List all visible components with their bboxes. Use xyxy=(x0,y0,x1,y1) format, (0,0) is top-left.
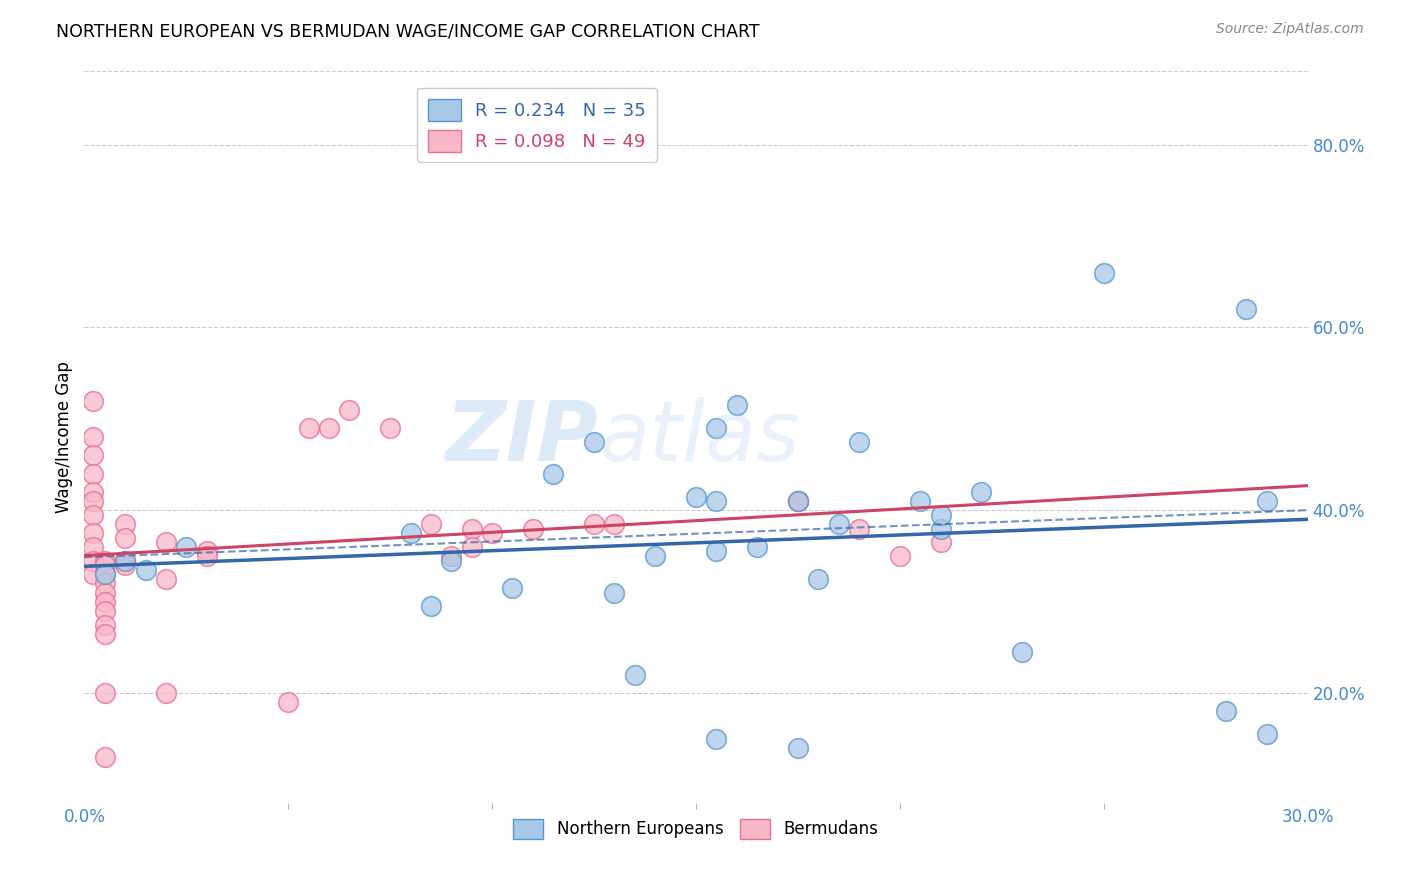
Point xyxy=(440,553,463,567)
Point xyxy=(82,494,104,508)
Point xyxy=(848,521,870,535)
Point xyxy=(93,594,115,608)
Point xyxy=(929,508,952,522)
Text: NORTHERN EUROPEAN VS BERMUDAN WAGE/INCOME GAP CORRELATION CHART: NORTHERN EUROPEAN VS BERMUDAN WAGE/INCOM… xyxy=(56,22,759,40)
Point xyxy=(929,535,952,549)
Point xyxy=(624,667,647,681)
Point xyxy=(82,467,104,481)
Point xyxy=(155,535,177,549)
Point xyxy=(298,421,321,435)
Point xyxy=(481,526,503,541)
Point xyxy=(706,731,728,746)
Point xyxy=(114,531,136,545)
Point xyxy=(807,572,830,586)
Point xyxy=(787,494,810,508)
Point xyxy=(1215,705,1237,719)
Point xyxy=(277,695,299,709)
Point xyxy=(461,540,484,554)
Point xyxy=(114,516,136,531)
Point xyxy=(93,626,115,640)
Point xyxy=(1256,494,1278,508)
Point xyxy=(543,467,565,481)
Point xyxy=(685,490,707,504)
Point xyxy=(787,494,810,508)
Point xyxy=(502,581,524,595)
Point xyxy=(910,494,932,508)
Point xyxy=(93,567,115,582)
Point xyxy=(195,544,218,558)
Point xyxy=(82,448,104,462)
Point xyxy=(135,563,157,577)
Point xyxy=(583,516,606,531)
Point xyxy=(114,553,136,567)
Point xyxy=(522,521,544,535)
Point xyxy=(82,485,104,500)
Point xyxy=(93,558,115,573)
Point xyxy=(725,398,748,412)
Point xyxy=(93,604,115,618)
Point xyxy=(82,567,104,582)
Point xyxy=(644,549,666,563)
Point xyxy=(339,402,361,417)
Point xyxy=(93,553,115,567)
Point xyxy=(155,686,177,700)
Point xyxy=(82,540,104,554)
Point xyxy=(380,421,402,435)
Point xyxy=(970,485,993,500)
Point xyxy=(82,526,104,541)
Point xyxy=(461,521,484,535)
Point xyxy=(787,740,810,755)
Point xyxy=(93,750,115,764)
Point xyxy=(82,430,104,444)
Point xyxy=(706,544,728,558)
Point xyxy=(583,434,606,449)
Point xyxy=(706,421,728,435)
Point xyxy=(828,516,851,531)
Point xyxy=(174,540,197,554)
Point xyxy=(1256,727,1278,741)
Point xyxy=(848,434,870,449)
Point xyxy=(603,585,626,599)
Point xyxy=(155,572,177,586)
Text: Source: ZipAtlas.com: Source: ZipAtlas.com xyxy=(1216,22,1364,37)
Point xyxy=(1236,302,1258,317)
Point xyxy=(420,599,443,614)
Point xyxy=(440,549,463,563)
Point xyxy=(93,585,115,599)
Point xyxy=(706,494,728,508)
Point xyxy=(420,516,443,531)
Point xyxy=(82,508,104,522)
Point xyxy=(747,540,769,554)
Point xyxy=(93,576,115,591)
Point xyxy=(114,553,136,567)
Point xyxy=(889,549,911,563)
Point xyxy=(318,421,340,435)
Point xyxy=(82,553,104,567)
Point xyxy=(399,526,422,541)
Point xyxy=(93,686,115,700)
Point xyxy=(195,549,218,563)
Point xyxy=(93,617,115,632)
Point xyxy=(1092,266,1115,280)
Point xyxy=(114,558,136,573)
Point xyxy=(929,521,952,535)
Legend: Northern Europeans, Bermudans: Northern Europeans, Bermudans xyxy=(506,812,886,846)
Point xyxy=(82,393,104,408)
Point xyxy=(787,494,810,508)
Text: ZIP: ZIP xyxy=(446,397,598,477)
Text: atlas: atlas xyxy=(598,397,800,477)
Point xyxy=(603,516,626,531)
Point xyxy=(1011,645,1033,659)
Y-axis label: Wage/Income Gap: Wage/Income Gap xyxy=(55,361,73,513)
Point xyxy=(93,567,115,582)
